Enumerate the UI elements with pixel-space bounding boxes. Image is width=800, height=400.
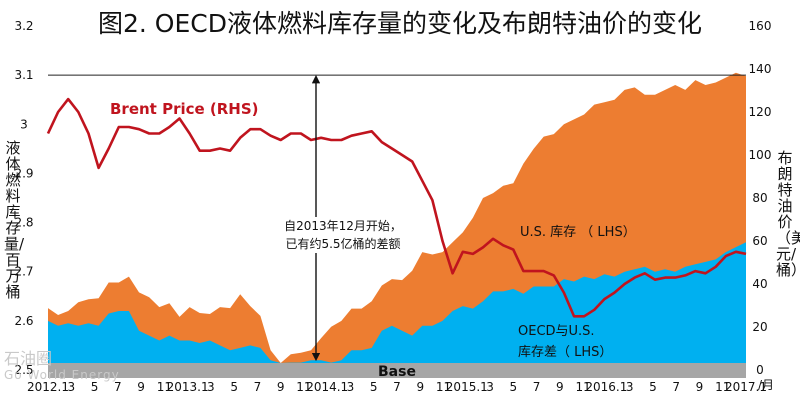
right-tick-label: 20 (752, 320, 767, 334)
x-tick-label: 2012.1 (27, 380, 69, 394)
left-tick-label: 2.5 (14, 363, 33, 377)
watermark: 石油圈 Go World Energy (4, 350, 120, 384)
left-tick-label: 3 (20, 117, 28, 131)
x-tick-label: 9 (137, 380, 145, 394)
right-tick-label: 0 (756, 363, 764, 377)
x-tick-label: 5 (370, 380, 378, 394)
x-tick-label: 2013.1 (167, 380, 209, 394)
x-tick-label: 5 (510, 380, 518, 394)
x-tick-label: 9 (416, 380, 424, 394)
x-tick-label: 7 (393, 380, 401, 394)
base-label: Base (378, 364, 416, 380)
right-tick-label: 80 (752, 191, 767, 205)
us-stock-series-label: U.S. 库存 （ LHS） (520, 225, 636, 240)
watermark-url: Go World Energy (4, 368, 120, 382)
x-tick-label: 3 (626, 380, 634, 394)
right-tick-label: 140 (749, 62, 772, 76)
base-band (48, 363, 746, 378)
right-tick-label: 160 (749, 19, 772, 33)
left-tick-label: 3.2 (14, 19, 33, 33)
right-tick-label: 100 (749, 148, 772, 162)
left-axis-title: 液体燃料库存量/百万桶 (4, 139, 25, 301)
left-tick-label: 2.6 (14, 314, 33, 328)
left-tick-label: 2.9 (14, 166, 33, 180)
brent-price-line (46, 97, 747, 318)
x-tick-label: 5 (649, 380, 657, 394)
left-tick-label: 2.8 (14, 216, 33, 230)
left-tick-label: 2.7 (14, 265, 33, 279)
x-tick-label: 11 (436, 380, 451, 394)
x-tick-label: 9 (556, 380, 564, 394)
brent-series-label: Brent Price (RHS) (110, 100, 259, 118)
x-tick-label: 7 (114, 380, 122, 394)
gap-annotation: 自2013年12月开始， 已有约5.5亿桶的差额 (268, 217, 418, 253)
oecd-us-diff-series-label: OECD与U.S. 库存差（ LHS） (518, 321, 612, 363)
x-tick-label: 2017.1 (725, 380, 767, 394)
x-tick-label: 11 (157, 380, 172, 394)
gap-annotation-line1: 自2013年12月开始， (284, 219, 402, 233)
x-tick-label: 3 (207, 380, 215, 394)
gap-annotation-line2: 已有约5.5亿桶的差额 (285, 237, 401, 251)
x-tick-label: 11 (296, 380, 311, 394)
x-tick-label: 3 (67, 380, 75, 394)
x-tick-label: 9 (277, 380, 285, 394)
x-tick-label: 3 (486, 380, 494, 394)
right-axis-title: 布朗特油价（美元/桶） (776, 149, 800, 279)
x-tick-label: 11 (575, 380, 590, 394)
x-tick-label: 7 (254, 380, 262, 394)
oecd-us-diff-label-line2: 库存差（ LHS） (518, 345, 613, 360)
right-tick-label: 40 (752, 277, 767, 291)
oecd-us-diff-label-line1: OECD与U.S. (518, 324, 595, 339)
x-tick-label: 5 (91, 380, 99, 394)
x-tick-label: 9 (696, 380, 704, 394)
watermark-logo: 石油圈 (4, 349, 53, 368)
right-tick-label: 120 (749, 105, 772, 119)
x-tick-label: 2015.1 (446, 380, 488, 394)
x-tick-label: 7 (672, 380, 680, 394)
x-tick-label: 3 (347, 380, 355, 394)
x-tick-label: 7 (533, 380, 541, 394)
oecd-us-diff-area (48, 242, 746, 363)
right-tick-label: 60 (752, 234, 767, 248)
x-axis-unit: /月 (758, 378, 775, 392)
x-tick-label: 5 (230, 380, 238, 394)
x-tick-label: 2014.1 (306, 380, 348, 394)
left-tick-label: 3.1 (14, 68, 33, 82)
page-title: 图2. OECD液体燃料库存量的变化及布朗特油价的变化 (98, 9, 702, 38)
x-tick-label: 11 (715, 380, 730, 394)
x-tick-label: 2016.1 (585, 380, 627, 394)
